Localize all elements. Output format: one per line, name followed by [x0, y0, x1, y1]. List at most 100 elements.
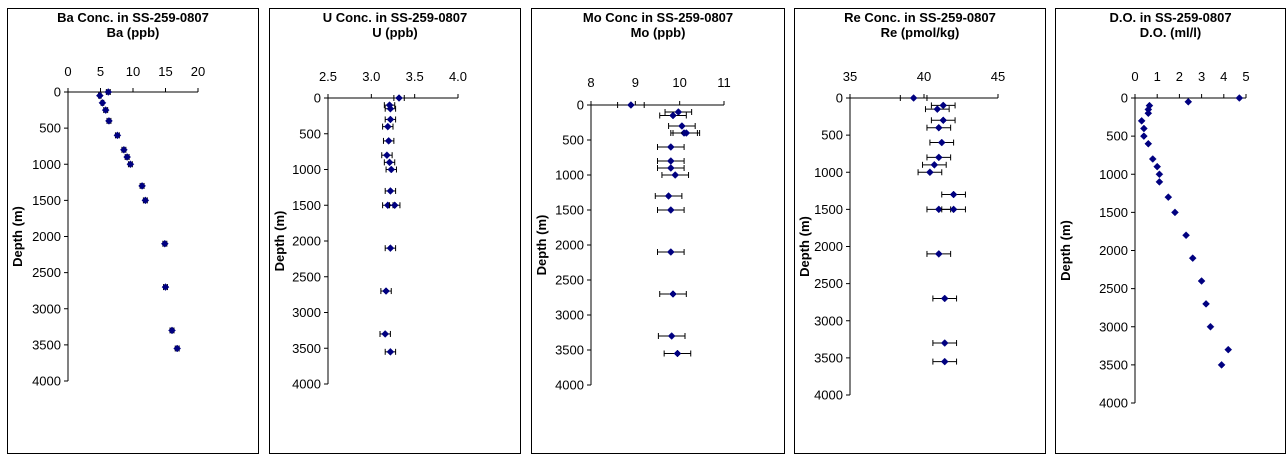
data-point [1224, 345, 1233, 354]
data-point [909, 94, 918, 102]
chart-plot-mo: 8 9 10 11 0 500 1000 1500 2000 2500 3000 3500 4000 De… [534, 75, 731, 393]
x-tick-label: 35 [843, 69, 857, 84]
data-point [1140, 132, 1148, 140]
data-point [1164, 193, 1173, 201]
chart-panel-mo: Mo Conc in SS-259-0807 Mo (ppb) 8 9 10 11 0 5… [531, 8, 785, 454]
chart-plot-u: 2.5 3.0 3.5 4.0 0 500 1000 1500 2000 2500 3000 3500… [272, 69, 467, 392]
x-axis-label: Re (pmol/kg) [880, 25, 960, 40]
y-tick-label: 2000 [814, 239, 843, 254]
x-axis-label: Mo (ppb) [630, 25, 686, 40]
x-tick-label: 15 [158, 64, 172, 79]
data-point [1144, 139, 1153, 148]
y-tick-label: 1000 [292, 162, 321, 177]
y-tick-label: 500 [562, 133, 584, 148]
y-tick-label: 1500 [814, 202, 843, 217]
data-point [666, 206, 675, 214]
data-point [95, 91, 104, 100]
chart-title: Mo Conc in SS-259-0807 [582, 10, 734, 25]
x-tick-label: 1 [1154, 69, 1161, 84]
y-tick-label: 2500 [292, 269, 321, 284]
data-point [113, 131, 122, 140]
data-point [1171, 208, 1179, 217]
y-axis-label: Depth (m) [10, 206, 25, 267]
y-tick-label: 2000 [32, 229, 61, 244]
y-tick-label: 0 [577, 98, 584, 113]
chart-panel-ba: Ba Conc. in SS-259-0807 Ba (ppb) 0 5 10 15 2… [7, 8, 259, 454]
data-point [126, 160, 135, 169]
chart-title: Re Conc. in SS-259-0807 [844, 10, 996, 25]
data-point [666, 164, 675, 172]
data-point [1184, 97, 1193, 106]
data-point [98, 98, 107, 107]
data-point [1155, 178, 1164, 186]
data-point [940, 357, 949, 366]
data-point [669, 290, 677, 298]
data-point [949, 190, 958, 199]
data-point [939, 101, 948, 110]
y-tick-label: 3500 [555, 343, 584, 358]
x-tick-label: 0 [1131, 69, 1138, 84]
data-point [934, 205, 943, 214]
data-point [1137, 117, 1146, 125]
data-point [386, 115, 395, 124]
y-tick-label: 1500 [292, 198, 321, 213]
x-tick-label: 3 [1198, 69, 1205, 84]
y-tick-label: 4000 [1099, 396, 1128, 411]
data-point [933, 105, 942, 113]
y-tick-label: 3500 [1099, 357, 1128, 372]
data-point [120, 145, 128, 154]
data-point [382, 287, 390, 295]
data-point [383, 122, 392, 131]
chart-plot-do: 0 1 2 3 4 5 0 500 1000 1500 2000 2500 3000 3500 4000 De… [1058, 69, 1250, 411]
data-point [168, 326, 176, 335]
x-tick-label: 40 [917, 69, 931, 84]
y-tick-label: 2500 [814, 276, 843, 291]
y-tick-label: 500 [821, 128, 843, 143]
data-point [161, 283, 170, 291]
y-tick-label: 500 [299, 126, 321, 141]
data-point [674, 108, 683, 116]
y-tick-label: 1500 [32, 193, 61, 208]
y-tick-label: 2000 [292, 234, 321, 249]
data-point [386, 104, 395, 113]
data-point [173, 344, 182, 353]
y-tick-label: 2500 [1099, 281, 1128, 296]
chart-panel-u: U Conc. in SS-259-0807 U (ppb) 2.5 3.0 3.5… [269, 8, 521, 454]
y-tick-label: 1500 [555, 203, 584, 218]
y-axis-label: Depth (m) [1058, 220, 1073, 281]
data-point [160, 239, 169, 248]
x-tick-label: 0 [64, 64, 71, 79]
data-point [386, 347, 395, 356]
data-point [384, 137, 393, 145]
y-axis-label: Depth (m) [272, 211, 287, 272]
chart-title: D.O. in SS-259-0807 [1109, 10, 1232, 25]
data-point [141, 196, 150, 205]
data-point [383, 151, 391, 160]
y-tick-label: 4000 [555, 378, 584, 393]
data-point [666, 157, 675, 165]
chart-panel-re: Re Conc. in SS-259-0807 Re (pmol/kg) 35 4… [794, 8, 1046, 454]
data-point [385, 158, 394, 167]
data-point [387, 165, 396, 174]
x-tick-label: 9 [632, 75, 639, 90]
data-point [1217, 361, 1226, 369]
y-tick-label: 0 [314, 91, 321, 106]
data-point [1140, 124, 1148, 133]
data-point [1235, 94, 1244, 102]
y-tick-label: 500 [39, 121, 61, 136]
data-point [926, 168, 934, 177]
data-point [669, 111, 677, 120]
x-axis-label: Ba (ppb) [106, 25, 160, 40]
x-tick-label: 4 [1220, 69, 1227, 84]
data-point [381, 330, 390, 338]
data-point [1182, 231, 1190, 240]
x-tick-label: 2 [1176, 69, 1183, 84]
chart-title: Ba Conc. in SS-259-0807 [57, 10, 209, 25]
data-point [664, 192, 673, 200]
x-tick-label: 4.0 [449, 69, 467, 84]
y-tick-label: 1000 [814, 165, 843, 180]
data-point [1202, 300, 1210, 308]
y-tick-label: 2000 [555, 238, 584, 253]
data-point [667, 332, 676, 340]
data-point [673, 349, 682, 358]
